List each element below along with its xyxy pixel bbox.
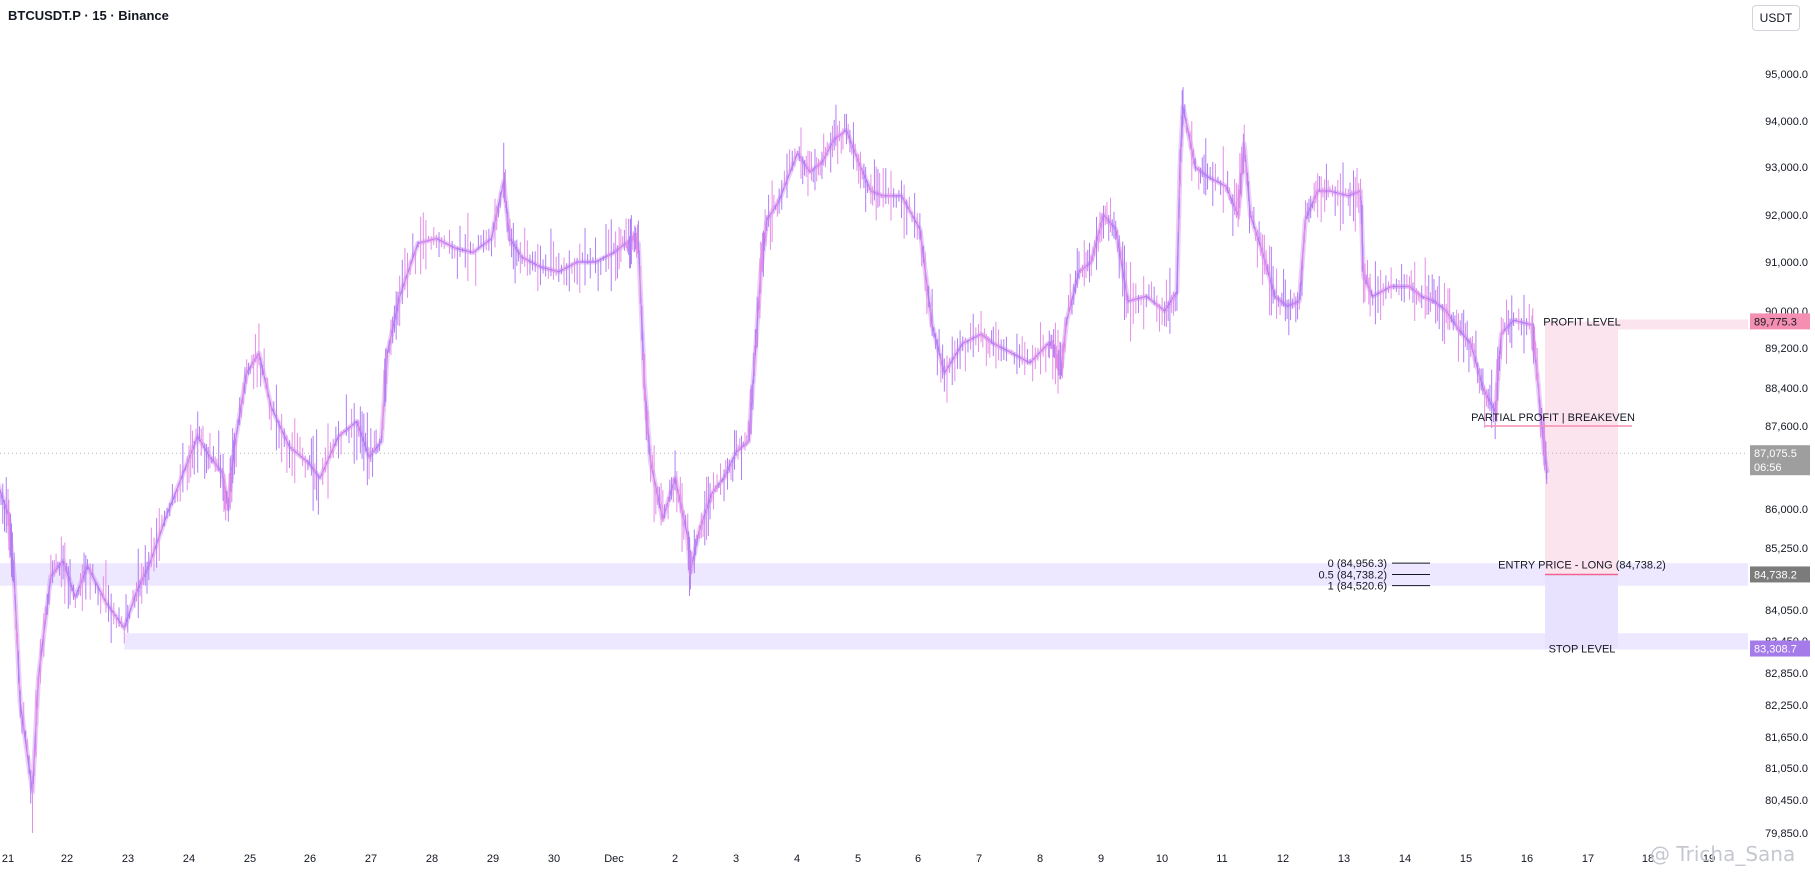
time-tick-label: 9: [1098, 853, 1104, 865]
profit-level-band: [1615, 319, 1748, 330]
stop-zone: [1545, 574, 1618, 649]
price-tick-label: 88,400.0: [1765, 383, 1808, 395]
price-tick-label: 81,050.0: [1765, 763, 1808, 775]
time-tick-label: 3: [733, 853, 739, 865]
time-tick-label: 6: [915, 853, 921, 865]
fib-1-label: 1 (84,520.6): [1328, 581, 1387, 593]
time-tick-label: 13: [1338, 853, 1350, 865]
time-tick-label: 30: [548, 853, 560, 865]
stop-level-label: STOP LEVEL: [1549, 644, 1616, 656]
time-tick-label: Dec: [604, 853, 624, 865]
time-tick-label: 10: [1156, 853, 1168, 865]
price-axis-bg: [1748, 0, 1815, 871]
time-tick-label: 5: [855, 853, 861, 865]
price-tick-label: 91,000.0: [1765, 257, 1808, 269]
price-label-bg: [1750, 313, 1810, 330]
currency-button[interactable]: USDT: [1752, 5, 1800, 31]
time-tick-label: 28: [426, 853, 438, 865]
price-tick-label: 82,250.0: [1765, 700, 1808, 712]
demand-zone-0: [0, 563, 1748, 586]
time-tick-label: 29: [487, 853, 499, 865]
time-tick-label: 18: [1642, 853, 1654, 865]
price-label-bg: [1750, 566, 1810, 583]
price-series-layer: [0, 87, 1550, 833]
time-tick-label: 4: [794, 853, 800, 865]
price-label-text: 89,775.3: [1754, 316, 1797, 328]
price-label-text: 83,308.7: [1754, 644, 1797, 656]
price-tick-label: 86,000.0: [1765, 504, 1808, 516]
time-tick-label: 12: [1277, 853, 1289, 865]
price-tick-label: 94,000.0: [1765, 116, 1808, 128]
fib-05-label: 0.5 (84,738.2): [1319, 569, 1388, 581]
price-tick-label: 79,850.0: [1765, 828, 1808, 840]
time-tick-label: 16: [1521, 853, 1533, 865]
price-tick-label: 82,850.0: [1765, 668, 1808, 680]
time-tick-label: 24: [183, 853, 195, 865]
price-label-text: 84,738.2: [1754, 569, 1797, 581]
time-tick-label: 14: [1399, 853, 1411, 865]
fib-0-label: 0 (84,956.3): [1328, 558, 1387, 570]
symbol-title: BTCUSDT.P · 15 · Binance: [8, 8, 169, 23]
risk-reward-layer: [1545, 319, 1748, 649]
price-tick-label: 87,600.0: [1765, 421, 1808, 433]
time-axis: 21 22 23 24 25 26 27 28 29 30 Dec 2 3 4 5 6 7 8 9 10 11 12 13 1…: [2, 853, 1715, 865]
price-tick-label: 80,450.0: [1765, 795, 1808, 807]
time-tick-label: 27: [365, 853, 377, 865]
time-tick-label: 21: [2, 853, 14, 865]
price-tick-label: 81,650.0: [1765, 732, 1808, 744]
time-tick-label: 11: [1216, 853, 1227, 865]
price-tick-label: 84,050.0: [1765, 605, 1808, 617]
time-tick-label: 17: [1582, 853, 1594, 865]
levels-layer: PROFIT LEVEL PARTIAL PROFIT | BREAKEVEN EN…: [0, 316, 1748, 656]
author-watermark: @ Tricha_Sana: [1650, 842, 1796, 866]
time-tick-label: 19: [1703, 853, 1715, 865]
price-tick-label: 92,000.0: [1765, 210, 1808, 222]
price-tick-label: 95,000.0: [1765, 69, 1808, 81]
partial-profit-label: PARTIAL PROFIT | BREAKEVEN: [1471, 412, 1635, 424]
price-label-bg: [1750, 445, 1810, 462]
zones-layer: [0, 563, 1748, 650]
time-tick-label: 26: [304, 853, 316, 865]
time-tick-label: 15: [1460, 853, 1472, 865]
price-tick-label: 89,200.0: [1765, 343, 1808, 355]
time-tick-label: 22: [61, 853, 73, 865]
time-tick-label: 2: [672, 853, 678, 865]
demand-zone-1: [124, 633, 1748, 650]
price-labels-layer: 89,775.3 87,075.5 06:56 84,738.2 83,308.7: [1750, 313, 1810, 657]
price-label-bg: [1750, 459, 1810, 476]
time-tick-label: 7: [976, 853, 982, 865]
profit-level-label: PROFIT LEVEL: [1543, 316, 1620, 328]
price-label-bg: [1750, 640, 1810, 657]
time-tick-label: 25: [244, 853, 256, 865]
time-tick-label: 23: [122, 853, 134, 865]
time-tick-label: 8: [1037, 853, 1043, 865]
price-axis: 95,000.0 94,000.0 93,000.0 92,000.0 91,000.0…: [1748, 0, 1815, 871]
entry-price-label: ENTRY PRICE - LONG (84,738.2): [1498, 559, 1666, 571]
profit-zone: [1545, 321, 1618, 575]
price-tick-label: 85,250.0: [1765, 543, 1808, 555]
price-tick-label: 93,000.0: [1765, 162, 1808, 174]
price-label-text: 87,075.5: [1754, 448, 1797, 460]
price-label-text: 06:56: [1754, 462, 1782, 474]
